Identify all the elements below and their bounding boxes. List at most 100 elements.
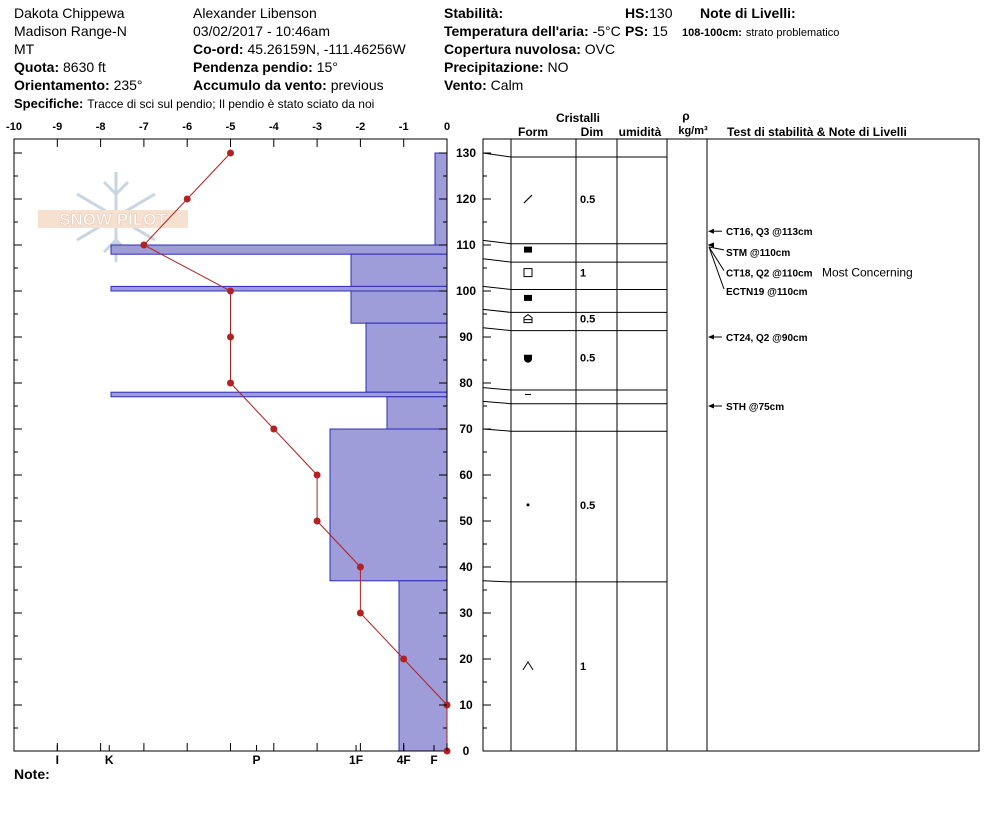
depth-tick-label: 30	[459, 606, 473, 620]
stability-label: Stabilità:	[444, 5, 504, 21]
layer-connector	[482, 428, 512, 432]
header-crystals: Cristalli	[556, 111, 600, 125]
hardness-bar	[110, 285, 448, 292]
hardness-bar	[350, 253, 448, 287]
coord-row: Co-ord: 45.26159N, -111.46256W	[193, 40, 406, 58]
temp-tick-label: -8	[96, 121, 106, 133]
slope-row: Pendenza pendio: 15°	[193, 58, 338, 76]
wind-loading-label: Accumulo da vento:	[193, 77, 327, 93]
crystal-size: 0.5	[580, 353, 595, 365]
depth-tick-label: 90	[459, 330, 473, 344]
precip-row: Precipitazione: NO	[444, 58, 568, 76]
rounded-grain-icon	[526, 503, 530, 507]
layer-note-text: strato problematico	[745, 27, 840, 39]
depth-tick-label: 60	[459, 468, 473, 482]
elevation-label: Quota:	[14, 59, 60, 75]
layer-connector	[482, 239, 512, 245]
stratigraphy-frame	[482, 138, 980, 752]
crystal-size: 1	[580, 268, 586, 280]
ps-value: 15	[652, 23, 668, 39]
temperature-point	[356, 609, 364, 617]
precip-value: NO	[547, 59, 569, 75]
slope-label: Pendenza pendio:	[193, 59, 313, 75]
test-label: STH @75cm	[726, 402, 784, 413]
watermark-text: SNOW PILOT	[59, 210, 167, 229]
depth-tick-label: 110	[456, 238, 476, 252]
ps-row: PS: 15	[625, 22, 668, 40]
hardness-bar	[398, 580, 448, 752]
crystal-layers: 0.5 1 0.5 0.5 0.5 1	[522, 194, 595, 673]
depth-hoar-icon	[523, 313, 533, 324]
header-size: Dim	[581, 125, 604, 139]
temp-tick-label: 0	[444, 121, 450, 133]
header-form: Form	[518, 125, 548, 139]
air-temp-row: Temperatura dell'aria: -5°C	[444, 22, 621, 40]
layer-notes-label: Note di Livelli:	[700, 5, 796, 21]
filled-square-icon	[524, 246, 532, 253]
sky-label: Copertura nuvolosa:	[444, 41, 581, 57]
test-note: Most Concerning	[822, 266, 913, 280]
depth-hoar-icon	[522, 660, 534, 671]
crystal-size: 0.5	[580, 314, 595, 326]
layer-note-row: 108-100cm: strato problematico	[682, 22, 839, 42]
test-leader	[708, 246, 725, 271]
test-label: STM @110cm	[726, 248, 790, 259]
layer-connector	[482, 285, 512, 290]
hardness-label: K	[105, 753, 114, 767]
wind-loading-row: Accumulo da vento: previous	[193, 76, 384, 94]
layer-connector	[482, 308, 512, 313]
hs-row: HS:130	[625, 4, 672, 22]
temp-tick-label: -2	[356, 121, 366, 133]
temperature-point	[400, 655, 408, 663]
air-temp-value: -5°C	[592, 23, 621, 39]
aspect-label: Orientamento:	[14, 77, 110, 93]
crystal-size: 0.5	[580, 194, 595, 206]
test-leader	[708, 246, 725, 290]
header-moisture: umidità	[619, 125, 662, 139]
wind-row: Vento: Calm	[444, 76, 523, 94]
depth-tick-label: 70	[459, 422, 473, 436]
test-label: CT24, Q2 @90cm	[726, 333, 808, 344]
notes-label: Note:	[14, 766, 50, 782]
snowpilot-watermark: SNOW PILOT	[38, 172, 188, 262]
hardness-label: 1F	[349, 753, 363, 767]
crystal-size: 1	[580, 661, 586, 673]
temp-tick-label: -5	[226, 121, 236, 133]
test-label: CT18, Q2 @110cm	[726, 269, 813, 280]
layer-connector	[482, 400, 512, 405]
depth-tick-label: 80	[459, 376, 473, 390]
hardness-label: P	[252, 753, 260, 767]
temperature-line	[143, 152, 448, 751]
temperature-point	[227, 149, 234, 157]
stratigraphy-grid	[482, 138, 980, 752]
datetime: 03/02/2017 - 10:46am	[193, 23, 330, 39]
rounding-facets-icon	[524, 354, 532, 363]
hs-value: 130	[649, 5, 673, 21]
layer-note-depth: 108-100cm:	[682, 27, 742, 39]
header-density: kg/m³	[678, 125, 708, 137]
test-leader	[708, 246, 725, 251]
temperature-point	[270, 425, 278, 433]
stability-tests: CT16, Q3 @113cm STM @110cm CT18, Q2 @110cm…	[708, 227, 913, 413]
precip-label: Precipitazione:	[444, 59, 544, 75]
temperature-point	[356, 563, 364, 571]
depth-tick-label: 0	[463, 744, 470, 758]
test-arrow-icon	[708, 228, 714, 234]
temp-tick-label: -3	[312, 121, 322, 133]
location: Dakota Chippewa	[14, 5, 125, 21]
state: MT	[14, 41, 35, 57]
hardness-label: F	[430, 753, 437, 767]
specifics-value: Tracce di sci sul pendio; Il pendio è st…	[87, 97, 375, 111]
hardness-label: 4F	[397, 753, 411, 767]
temperature-point	[227, 333, 234, 341]
ps-label: PS:	[625, 23, 649, 39]
range: Madison Range-N	[14, 23, 127, 39]
temperature-point	[183, 195, 191, 203]
hardness-bar	[386, 396, 448, 430]
elevation-row: Quota: 8630 ft	[14, 58, 106, 76]
hardness-bar	[110, 244, 448, 255]
aspect-row: Orientamento: 235°	[14, 76, 143, 94]
square-icon	[523, 268, 533, 278]
hardness-bars	[110, 152, 448, 752]
